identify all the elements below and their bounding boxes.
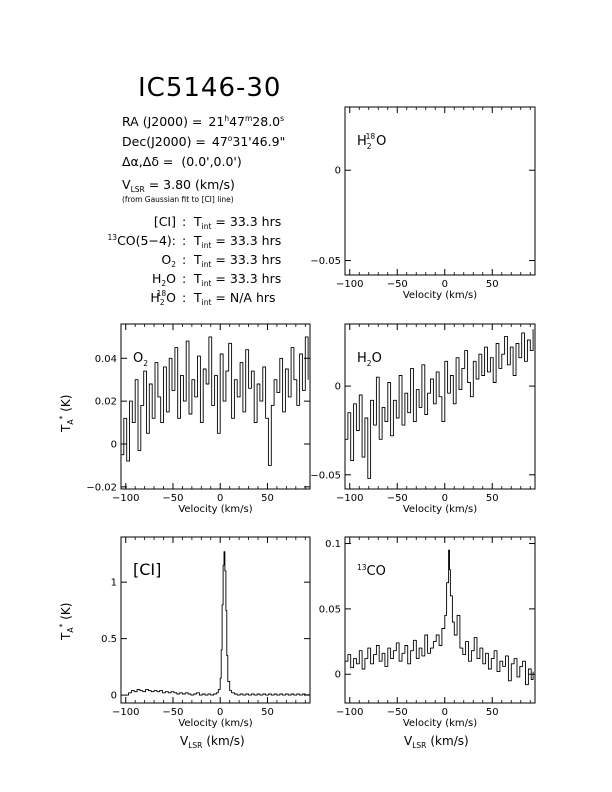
h218o-x-tick-label: −100: [336, 279, 363, 290]
h2o-plot-frame: [344, 323, 536, 490]
tint-value: Tint = N/A hrs: [193, 290, 276, 307]
co13-x-tick-label: −100: [336, 707, 363, 718]
o2-y-tick-label: 0: [111, 440, 117, 451]
o2-plot-frame: [120, 323, 311, 490]
o2-x-tick-label: 0: [217, 493, 223, 504]
o2-x-tick-label: −100: [112, 493, 139, 504]
ci-vlsr-label: VLSR (km/s): [180, 734, 245, 750]
co13-x-tick-label: −50: [387, 707, 408, 718]
o2-y-tick-label: −0.02: [86, 482, 117, 493]
ci-x-tick-label: 0: [217, 707, 223, 718]
ci-x-tick-label: −100: [112, 707, 139, 718]
co13-x-tick-label: 0: [442, 707, 448, 718]
co13-plot-frame: [344, 536, 536, 704]
tint-value: Tint = 33.3 hrs: [193, 233, 281, 250]
ci-y-axis-label: TA*(K): [58, 603, 75, 641]
ci-plot-frame: [120, 536, 311, 704]
h2o-y-tick-label: 0: [335, 382, 341, 393]
o2-panel-label: O2: [133, 351, 148, 368]
offset-line: Δα,Δδ = (0.0',0.0'): [122, 154, 242, 169]
o2-spectrum-line: [121, 336, 309, 466]
co13-x-axis-label: Velocity (km/s): [403, 718, 477, 729]
tint-line-name: 13CO(5−4):: [108, 233, 176, 248]
tint-line-name: H218O: [150, 289, 176, 307]
axis-labels: TA*(K) TA*(K) VLSR (km/s) VLSR (km/s): [58, 395, 469, 750]
o2-y-axis-label: TA*(K): [58, 395, 75, 433]
o2-x-tick-label: −50: [162, 493, 183, 504]
co13-panel: −100 −50 0 50 0.1 0.05 0 13CO Velocity (km/s): [319, 536, 536, 729]
ci-x-tick-label: −50: [162, 707, 183, 718]
co13-spectrum-line: [345, 549, 534, 686]
ci-panel: −100 −50 0 50 1 0.5 0 [CI] Velocity (km/s): [101, 536, 311, 729]
h2o-x-tick-label: −50: [387, 493, 408, 504]
o2-y-tick-label: 0.02: [95, 397, 117, 408]
h218o-x-tick-label: 0: [442, 279, 448, 290]
tint-line-name: H2O: [152, 271, 176, 288]
o2-x-axis-label: Velocity (km/s): [178, 504, 252, 515]
vlsr-note: (from Gaussian fit to [CI] line): [122, 195, 234, 204]
h2o-spectrum-line: [345, 329, 534, 479]
h2o-x-tick-label: −100: [336, 493, 363, 504]
tint-colon: :: [182, 233, 186, 248]
h218o-y-tick-label: 0: [335, 166, 341, 177]
h218o-x-axis-label: Velocity (km/s): [403, 290, 477, 301]
co13-y-tick-label: 0: [335, 670, 341, 681]
ci-y-tick-label: 1: [111, 578, 117, 589]
h218o-x-tick-label: −50: [387, 279, 408, 290]
h218o-plot-frame: [344, 106, 536, 276]
ci-x-axis-label: Velocity (km/s): [178, 718, 252, 729]
vlsr-line: VLSR = 3.80 (km/s): [122, 177, 235, 194]
co13-y-tick-label: 0.1: [325, 539, 341, 550]
ci-y-tick-label: 0.5: [101, 634, 117, 645]
o2-x-tick-label: 50: [261, 493, 274, 504]
tint-colon: :: [182, 252, 186, 267]
tint-colon: :: [182, 214, 186, 229]
tint-value: Tint = 33.3 hrs: [193, 214, 281, 231]
ci-y-tick-label: 0: [111, 691, 117, 702]
co13-x-tick-label: 50: [486, 707, 499, 718]
tint-colon: :: [182, 290, 186, 305]
o2-panel: −100 −50 0 50 0.04 0.02 0 −0.02 O2 Velocity (km/s…: [86, 323, 311, 515]
ci-spectrum-line: [125, 551, 309, 696]
dec-line: Dec(J2000) = 47o31'46.9": [122, 134, 285, 149]
o2-y-tick-label: 0.04: [95, 354, 117, 365]
tint-colon: :: [182, 271, 186, 286]
h2o-y-tick-label: −0.05: [310, 470, 341, 481]
h2o-panel-label: H2O: [357, 351, 382, 368]
co13-vlsr-label: VLSR (km/s): [404, 734, 469, 750]
tint-line-name: O2: [161, 252, 176, 269]
tint-value: Tint = 33.3 hrs: [193, 252, 281, 269]
h2o-x-tick-label: 0: [442, 493, 448, 504]
ci-panel-label: [CI]: [133, 560, 161, 579]
h218o-y-tick-label: −0.05: [310, 256, 341, 267]
tint-value: Tint = 33.3 hrs: [193, 271, 281, 288]
h218o-panel: −100 −50 0 50 0 −0.05 H218O Velocity (km/s): [310, 106, 536, 301]
h218o-x-tick-label: 50: [486, 279, 499, 290]
tint-line-name: [CI]: [154, 214, 176, 229]
h2o-x-tick-label: 50: [486, 493, 499, 504]
source-info: RA (J2000) = 21h47m28.0s Dec(J2000) = 47o3…: [108, 114, 286, 307]
h2o-panel: −100 −50 0 50 0 −0.05 H2O Velocity (km/s): [310, 323, 536, 515]
ra-line: RA (J2000) = 21h47m28.0s: [122, 114, 284, 129]
page-title: IC5146-30: [138, 73, 281, 103]
ci-x-tick-label: 50: [261, 707, 274, 718]
h2o-x-axis-label: Velocity (km/s): [403, 504, 477, 515]
h218o-panel-label: H218O: [357, 132, 386, 151]
co13-y-tick-label: 0.05: [319, 604, 341, 615]
co13-panel-label: 13CO: [357, 563, 386, 579]
